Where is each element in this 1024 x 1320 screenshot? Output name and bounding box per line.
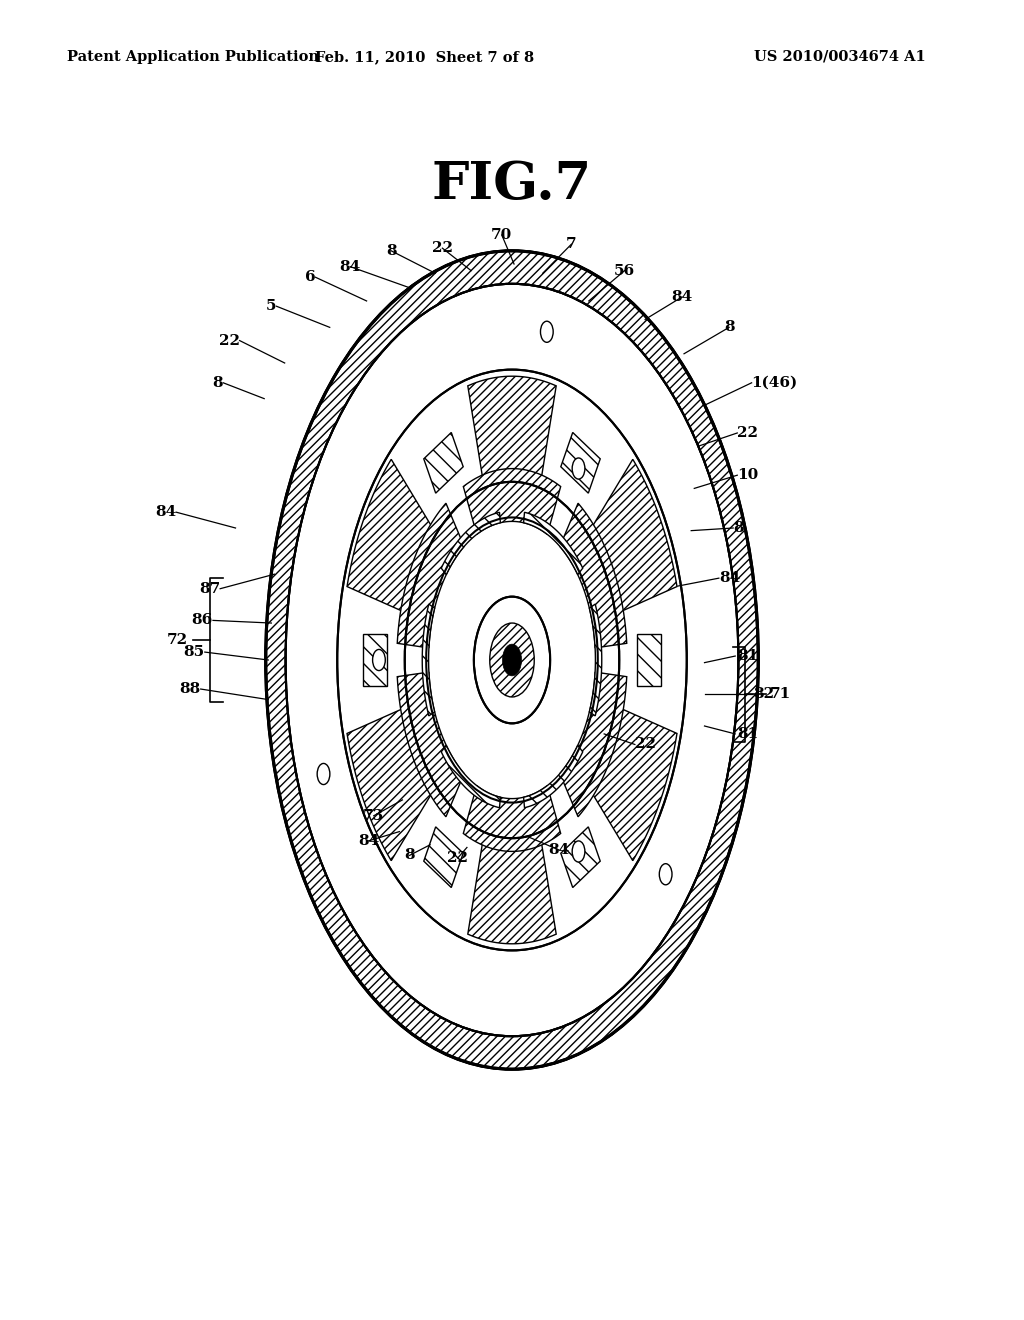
Text: 8: 8 bbox=[724, 321, 734, 334]
Ellipse shape bbox=[572, 458, 585, 479]
Polygon shape bbox=[590, 605, 602, 715]
Text: FIG.7: FIG.7 bbox=[432, 160, 592, 210]
Ellipse shape bbox=[373, 649, 385, 671]
Text: 84: 84 bbox=[672, 290, 692, 304]
Text: 22: 22 bbox=[447, 851, 468, 865]
Ellipse shape bbox=[572, 841, 585, 862]
Text: 8: 8 bbox=[404, 849, 415, 862]
Ellipse shape bbox=[404, 482, 620, 838]
Ellipse shape bbox=[426, 517, 598, 803]
Polygon shape bbox=[364, 634, 387, 686]
Text: 84: 84 bbox=[155, 506, 176, 519]
Ellipse shape bbox=[541, 321, 553, 342]
Text: 22: 22 bbox=[432, 242, 453, 255]
Polygon shape bbox=[347, 459, 433, 612]
Polygon shape bbox=[591, 708, 677, 861]
Polygon shape bbox=[463, 785, 561, 851]
Polygon shape bbox=[637, 634, 660, 686]
Polygon shape bbox=[424, 826, 463, 887]
Ellipse shape bbox=[286, 284, 738, 1036]
Text: 5: 5 bbox=[266, 300, 276, 313]
Polygon shape bbox=[441, 746, 501, 808]
Polygon shape bbox=[523, 512, 583, 574]
Polygon shape bbox=[441, 512, 501, 574]
Ellipse shape bbox=[503, 644, 521, 676]
Polygon shape bbox=[463, 469, 561, 535]
Polygon shape bbox=[397, 672, 464, 817]
Text: 22: 22 bbox=[737, 426, 759, 440]
Text: 10: 10 bbox=[737, 469, 759, 482]
Polygon shape bbox=[561, 826, 600, 887]
Text: 81: 81 bbox=[737, 727, 759, 741]
Polygon shape bbox=[468, 838, 556, 944]
Ellipse shape bbox=[659, 863, 672, 884]
Ellipse shape bbox=[317, 763, 330, 784]
Text: 8: 8 bbox=[386, 244, 396, 257]
Polygon shape bbox=[591, 459, 677, 612]
Polygon shape bbox=[561, 433, 600, 494]
Text: 73: 73 bbox=[364, 809, 384, 822]
Text: 7: 7 bbox=[566, 238, 577, 251]
Text: 85: 85 bbox=[183, 645, 205, 659]
Ellipse shape bbox=[286, 284, 738, 1036]
Text: 82: 82 bbox=[754, 688, 775, 701]
Polygon shape bbox=[560, 503, 627, 648]
Text: 56: 56 bbox=[614, 264, 635, 277]
Polygon shape bbox=[468, 376, 556, 482]
Ellipse shape bbox=[474, 597, 550, 723]
Text: 1(46): 1(46) bbox=[752, 376, 798, 389]
Text: 72: 72 bbox=[166, 634, 187, 647]
Text: Feb. 11, 2010  Sheet 7 of 8: Feb. 11, 2010 Sheet 7 of 8 bbox=[315, 50, 535, 63]
Ellipse shape bbox=[266, 251, 758, 1069]
Polygon shape bbox=[560, 672, 627, 817]
Polygon shape bbox=[347, 708, 433, 861]
Text: 22: 22 bbox=[218, 334, 240, 347]
Ellipse shape bbox=[286, 284, 738, 1036]
Text: 8: 8 bbox=[213, 376, 223, 389]
Text: 81: 81 bbox=[737, 649, 759, 663]
Text: 70: 70 bbox=[492, 228, 512, 242]
Ellipse shape bbox=[337, 370, 687, 950]
Polygon shape bbox=[523, 746, 583, 808]
Text: 84: 84 bbox=[719, 572, 740, 585]
Text: Patent Application Publication: Patent Application Publication bbox=[67, 50, 318, 63]
Text: 86: 86 bbox=[191, 614, 213, 627]
Polygon shape bbox=[397, 503, 464, 648]
Text: 22: 22 bbox=[635, 738, 656, 751]
Polygon shape bbox=[422, 605, 434, 715]
Text: 71: 71 bbox=[770, 688, 792, 701]
Ellipse shape bbox=[489, 623, 535, 697]
Text: US 2010/0034674 A1: US 2010/0034674 A1 bbox=[754, 50, 926, 63]
Polygon shape bbox=[424, 433, 463, 494]
Text: 6: 6 bbox=[305, 271, 315, 284]
Text: 88: 88 bbox=[179, 682, 201, 696]
Text: 84: 84 bbox=[358, 834, 379, 847]
Text: 87: 87 bbox=[199, 582, 220, 595]
Ellipse shape bbox=[266, 251, 758, 1069]
Ellipse shape bbox=[337, 370, 687, 950]
Text: 84: 84 bbox=[549, 843, 569, 857]
Ellipse shape bbox=[404, 482, 620, 838]
Ellipse shape bbox=[266, 251, 758, 1069]
Text: 8: 8 bbox=[733, 521, 743, 535]
Text: 84: 84 bbox=[340, 260, 360, 273]
